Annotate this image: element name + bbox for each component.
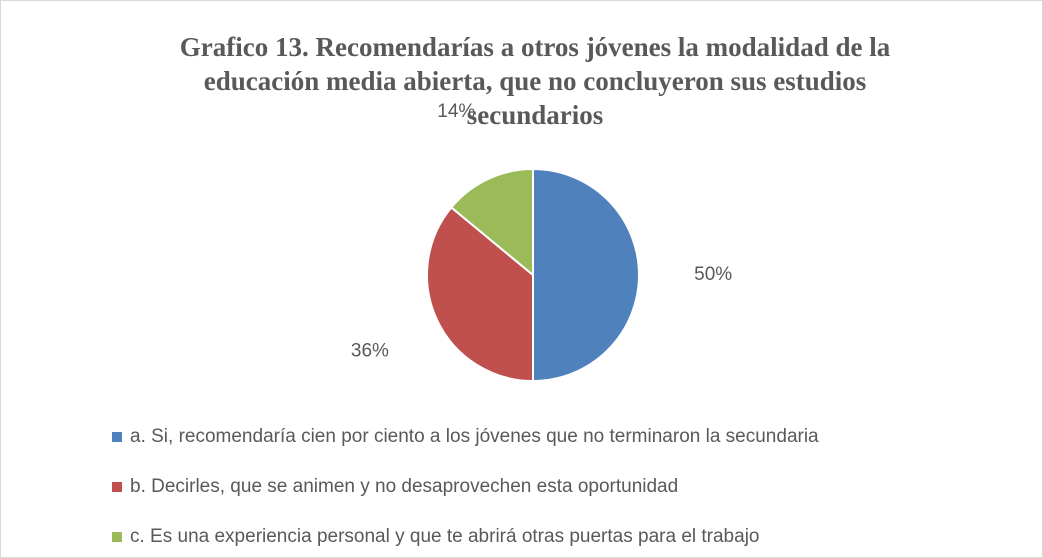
legend-label: c. Es una experiencia personal y que te … [130,526,759,547]
data-label: 50% [694,264,732,285]
data-label: 14% [437,101,475,122]
legend-label: b. Decirles, que se animen y no desaprov… [130,476,678,497]
pie-slice [426,206,534,383]
legend-label: a. Si, recomendaría cien por ciento a lo… [130,426,819,447]
chart-title: Grafico 13. Recomendarías a otros jóvene… [179,32,891,130]
pie-slice [532,167,640,383]
legend-marker [112,432,122,442]
legend-marker [112,482,122,492]
pie-slice [449,167,534,278]
legend-marker [112,532,122,542]
data-label: 36% [351,341,389,362]
